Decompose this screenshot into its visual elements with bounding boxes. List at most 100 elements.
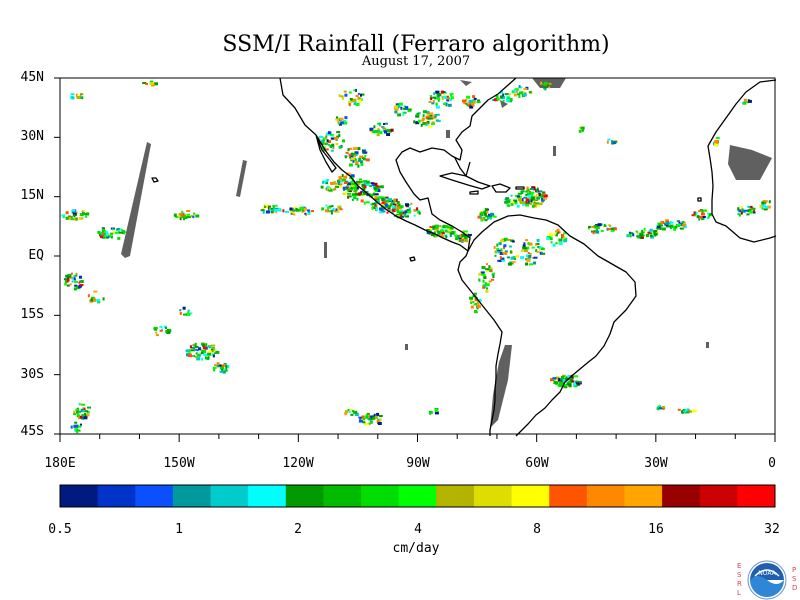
rain-cell: [386, 211, 389, 214]
coastline-hawaii: [151, 177, 159, 183]
coastline-jamaica: [469, 190, 479, 195]
rain-cell: [118, 231, 123, 234]
no-data-swath: [490, 345, 512, 428]
rain-cell: [207, 356, 210, 360]
rain-cell: [369, 420, 373, 424]
rain-cell: [563, 236, 566, 240]
rain-cell: [382, 196, 385, 199]
rain-cell: [579, 380, 582, 383]
rain-cell: [391, 211, 394, 214]
rain-cell: [66, 275, 71, 278]
rain-cell: [374, 195, 378, 199]
rain-cell: [682, 409, 686, 411]
rain-cell: [357, 182, 361, 185]
rain-cell: [329, 133, 334, 136]
rain-cell: [434, 228, 439, 231]
rain-cell: [350, 187, 353, 189]
rain-cell: [704, 209, 707, 212]
rain-cell: [657, 407, 662, 409]
rain-cell: [348, 163, 353, 167]
rain-cell: [520, 249, 524, 252]
rain-cell: [662, 406, 665, 408]
rain-cell: [673, 227, 677, 231]
rain-cell: [205, 343, 208, 347]
rain-cell: [340, 179, 344, 183]
rain-cell: [328, 205, 332, 208]
rain-cell: [117, 236, 121, 240]
rain-cell: [483, 210, 487, 214]
rain-cell: [342, 96, 345, 100]
rain-cell: [508, 93, 511, 96]
rain-cell: [482, 284, 486, 288]
rain-cell: [373, 192, 375, 196]
rain-cell: [121, 229, 125, 232]
rain-cell: [554, 233, 558, 237]
rain-cell: [436, 113, 440, 116]
rain-cell: [359, 191, 362, 195]
rain-cell: [311, 210, 314, 213]
rain-cell: [375, 207, 378, 211]
rain-cell: [701, 216, 706, 218]
rain-cell: [648, 229, 651, 232]
rain-cell: [444, 102, 448, 105]
rain-cell: [476, 300, 479, 304]
rain-cell: [338, 177, 343, 181]
rain-cell: [563, 385, 568, 389]
colorbar-swatch: [323, 485, 362, 507]
rain-cell: [525, 193, 530, 196]
rain-cell: [282, 209, 285, 213]
rain-cell: [449, 226, 454, 230]
rain-cell: [533, 256, 538, 259]
no-data-swath: [460, 80, 472, 86]
rain-cell: [504, 198, 509, 201]
rain-cell: [649, 234, 653, 237]
rain-cell: [553, 233, 557, 236]
rain-cell: [533, 202, 537, 206]
rain-cell: [350, 181, 354, 185]
rain-cell: [561, 376, 564, 379]
rain-cell: [305, 207, 308, 211]
rain-cell: [342, 178, 347, 181]
colorbar-swatch: [97, 485, 136, 507]
rain-cell: [547, 82, 552, 85]
rain-cell: [433, 92, 436, 96]
rain-cell: [474, 292, 477, 295]
rain-cell: [561, 233, 564, 237]
rain-cell: [364, 155, 367, 157]
rain-cell: [485, 289, 489, 293]
rain-cell: [436, 93, 440, 97]
rain-cell: [339, 208, 343, 211]
rain-cell: [378, 124, 381, 127]
rain-cell: [367, 416, 372, 420]
rain-cell: [324, 143, 329, 145]
rain-cell: [546, 237, 550, 240]
rain-cell: [185, 349, 190, 353]
rain-cell: [154, 82, 158, 86]
rain-cell: [700, 218, 704, 221]
noaa-logo-text: NOAA: [758, 570, 776, 577]
colorbar-swatch: [662, 485, 701, 507]
rain-cell: [355, 161, 359, 165]
rain-cell: [350, 155, 354, 158]
rain-cell: [446, 99, 450, 102]
rain-cell: [354, 154, 356, 157]
rain-cell: [662, 407, 665, 410]
rain-cell: [486, 269, 488, 273]
rain-cell: [530, 197, 532, 201]
rain-cell: [503, 246, 505, 249]
rain-cell: [333, 188, 336, 191]
rain-cell: [437, 230, 441, 233]
rain-cell: [737, 213, 740, 216]
rain-cell: [82, 407, 86, 411]
rain-cell: [212, 354, 215, 358]
rain-cell: [373, 205, 376, 209]
rain-cell: [75, 427, 78, 430]
rain-cell: [325, 135, 328, 139]
rain-cell: [400, 214, 403, 218]
rain-cell: [81, 217, 84, 220]
rain-cell: [97, 231, 101, 234]
coastline-galapagos: [409, 256, 416, 262]
lat-label: 15N: [20, 188, 44, 203]
rain-cell: [87, 294, 90, 298]
